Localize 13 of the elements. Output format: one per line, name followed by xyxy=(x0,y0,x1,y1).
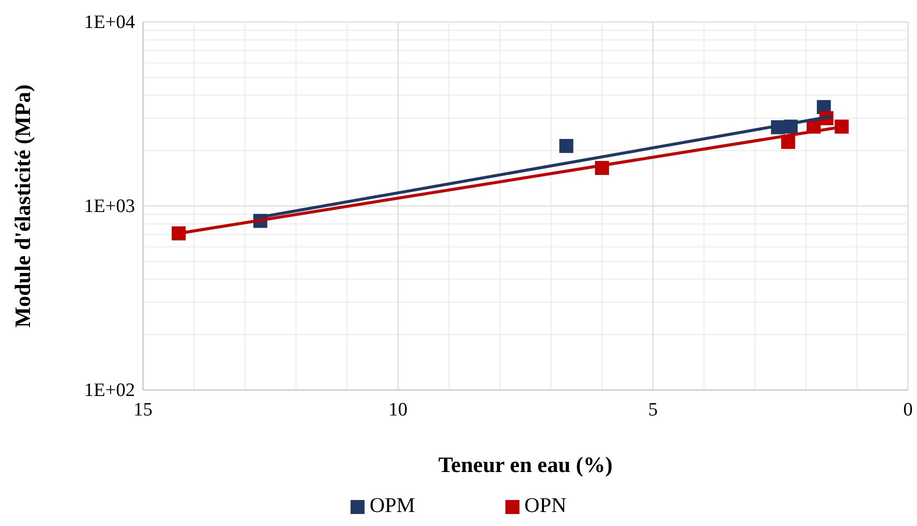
y-tick-label: 1E+04 xyxy=(84,12,136,34)
x-tick-label: 10 xyxy=(388,399,408,420)
x-axis-title: Teneur en eau (%) xyxy=(438,452,613,477)
legend-label: OPN xyxy=(524,493,566,517)
y-tick-label: 1E+03 xyxy=(84,196,135,218)
x-tick-label: 5 xyxy=(648,399,658,420)
point xyxy=(172,226,186,240)
y-axis-title: Module d'élasticité (MPa) xyxy=(10,84,35,328)
legend-label: OPM xyxy=(370,493,416,517)
x-tick-label: 15 xyxy=(134,399,152,420)
x-tick-label: 0 xyxy=(903,399,913,420)
point xyxy=(559,138,574,153)
y-tick-label: 1E+02 xyxy=(84,380,135,402)
